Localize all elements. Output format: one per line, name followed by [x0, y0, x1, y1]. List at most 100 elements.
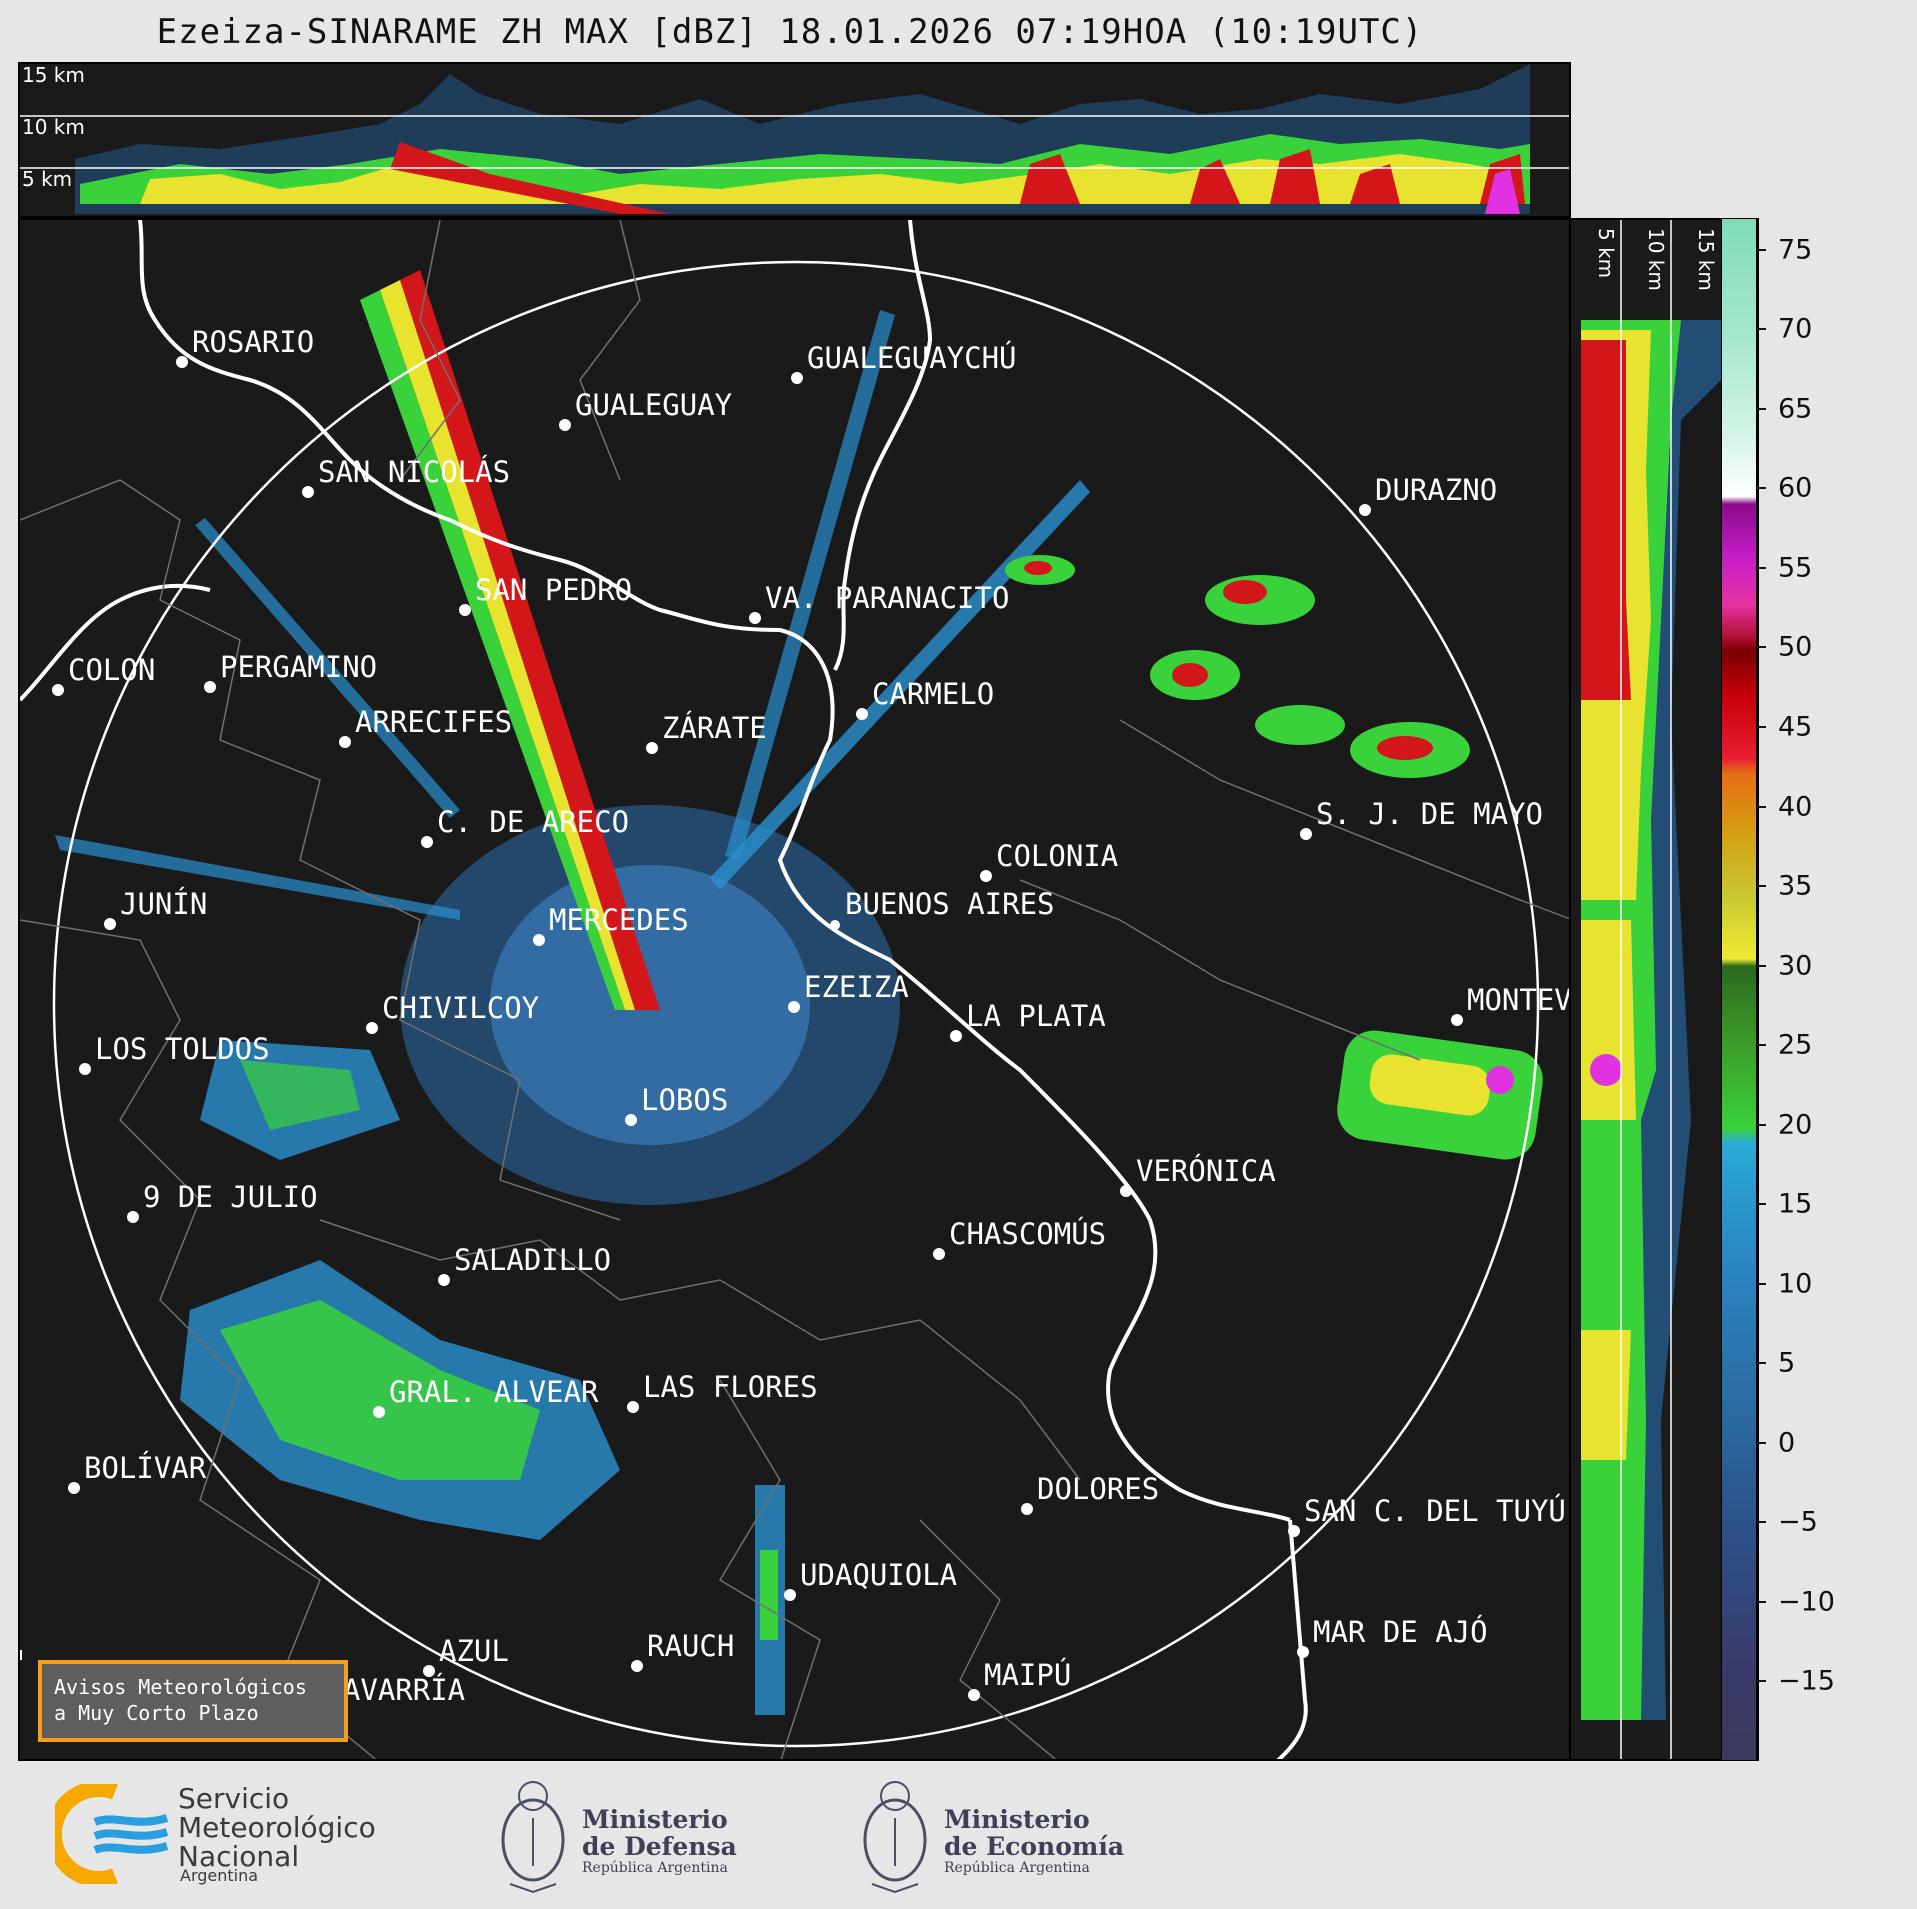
city-label-lobos: LOBOS — [641, 1083, 728, 1117]
colorbar-tick-mark — [1757, 487, 1766, 490]
top-cross-section-panel: 15 km 10 km 5 km — [18, 62, 1571, 218]
radar-map-panel: ROSARIO GUALEGUAYCHÚ GUALEGUAY SAN NICOL… — [18, 218, 1571, 1761]
city-label-9-de-julio: 9 DE JULIO — [143, 1180, 318, 1214]
colorbar-tick-label: 75 — [1778, 234, 1813, 266]
colorbar-tick-label: 30 — [1778, 950, 1813, 982]
footer: Servicio Meteorológico Nacional Argentin… — [0, 1762, 1917, 1909]
city-label-saladillo: SALADILLO — [454, 1243, 611, 1277]
smn-line3: Nacional — [178, 1840, 300, 1873]
defensa-line1: Ministerio — [582, 1805, 728, 1834]
colorbar-tick-mark — [1757, 1044, 1766, 1047]
city-label-san-pedro: SAN PEDRO — [475, 573, 632, 607]
page-title: Ezeiza-SINARAME ZH MAX [dBZ] 18.01.2026 … — [156, 12, 1424, 52]
colorbar-tick-label: 45 — [1778, 711, 1813, 743]
colorbar-tick-mark — [1757, 1441, 1766, 1444]
radar-map-svg: ROSARIO GUALEGUAYCHÚ GUALEGUAY SAN NICOL… — [20, 220, 1571, 1759]
colorbar-tick-mark — [1757, 805, 1766, 808]
city-label-colon: COLON — [68, 653, 155, 687]
colorbar-tick-label: 25 — [1778, 1029, 1813, 1061]
defensa-seal-icon — [501, 1781, 565, 1894]
city-label-mar-de-ajo: MAR DE AJÓ — [1313, 1615, 1488, 1649]
colorbar-tick-mark — [1757, 1203, 1766, 1206]
city-label-zarate: ZÁRATE — [662, 711, 767, 745]
colorbar-tick-label: −5 — [1778, 1506, 1818, 1538]
city-label-las-flores: LAS FLORES — [643, 1370, 818, 1404]
side-km-label-15: 15 km — [1694, 228, 1718, 291]
colorbar-tick-label: 20 — [1778, 1109, 1813, 1141]
city-markers: ROSARIO GUALEGUAYCHÚ GUALEGUAY SAN NICOL… — [52, 325, 1571, 1716]
colorbar-tick-mark — [1757, 885, 1766, 888]
colorbar-tick-label: 50 — [1778, 631, 1813, 663]
city-label-dolores: DOLORES — [1037, 1472, 1159, 1506]
economia-logo-text: Ministerio de Economía República Argenti… — [944, 1806, 1124, 1876]
smn-line1: Servicio — [178, 1782, 290, 1815]
colorbar-tick-mark — [1757, 1600, 1766, 1603]
colorbar-tick-label: −10 — [1778, 1586, 1835, 1618]
avisos-box[interactable]: Avisos Meteorológicos a Muy Corto Plazo — [38, 1660, 348, 1742]
city-label-va-paranacito: VA. PARANACITO — [765, 581, 1009, 615]
side-cross-section-svg: 5 km 10 km 15 km — [1581, 220, 1721, 1759]
economia-line1: Ministerio — [944, 1805, 1090, 1834]
top-cross-section-svg: 15 km 10 km 5 km — [20, 64, 1569, 214]
colorbar-tick-label: 5 — [1778, 1347, 1796, 1379]
colorbar-tick-mark — [1757, 1362, 1766, 1365]
radar-range-ring — [52, 260, 1540, 1748]
defensa-line2: de Defensa — [582, 1832, 737, 1861]
colorbar-tick-label: 40 — [1778, 791, 1813, 823]
city-label-pergamino: PERGAMINO — [220, 650, 377, 684]
colorbar-tick-label: 15 — [1778, 1188, 1813, 1220]
city-label-bolivar: BOLÍVAR — [84, 1451, 207, 1485]
city-label-montevideo: MONTEVIDEO — [1467, 983, 1571, 1017]
city-label-colonia: COLONIA — [996, 839, 1118, 873]
colorbar-tick-mark — [1757, 566, 1766, 569]
city-label-maipu: MAIPÚ — [984, 1658, 1071, 1692]
city-label-udaquiola: UDAQUIOLA — [800, 1558, 957, 1592]
defensa-sub: República Argentina — [582, 1860, 728, 1876]
city-label-la-plata: LA PLATA — [966, 999, 1106, 1033]
colorbar-tick-mark — [1757, 248, 1766, 251]
city-label-buenos-aires: BUENOS AIRES — [845, 887, 1055, 921]
city-label-los-toldos: LOS TOLDOS — [95, 1032, 270, 1066]
side-km-label-10: 10 km — [1644, 228, 1668, 291]
admin-boundaries — [20, 220, 1569, 1759]
colorbar-tick-label: 65 — [1778, 393, 1813, 425]
city-label-chivilcoy: CHIVILCOY — [382, 991, 539, 1025]
radar-streak-northwest — [400, 270, 660, 1010]
city-label-gral-alvear: GRAL. ALVEAR — [389, 1375, 599, 1409]
colorbar-tick-label: 70 — [1778, 313, 1813, 345]
city-label-durazno: DURAZNO — [1375, 473, 1497, 507]
economia-line2: de Economía — [944, 1832, 1125, 1861]
city-label-sj-de-mayo: S. J. DE MAYO — [1316, 797, 1543, 831]
colorbar-tick-mark — [1757, 1680, 1766, 1683]
top-km-label-10: 10 km — [22, 115, 85, 139]
economia-sub: República Argentina — [944, 1860, 1090, 1876]
colorbar-tick-mark — [1757, 964, 1766, 967]
city-label-rosario: ROSARIO — [192, 325, 314, 359]
smn-line2: Meteorológico — [178, 1811, 376, 1844]
colorbar-tick-mark — [1757, 1282, 1766, 1285]
top-km-label-15: 15 km — [22, 64, 85, 87]
city-label-arrecifes: ARRECIFES — [355, 705, 512, 739]
colorbar-tick-label: 10 — [1778, 1268, 1813, 1300]
city-label-gualeguay: GUALEGUAY — [575, 388, 732, 422]
dbz-colorbar — [1721, 218, 1757, 1761]
colorbar-tick-label: 60 — [1778, 472, 1813, 504]
smn-sub: Argentina — [180, 1866, 259, 1885]
colorbar-tick-mark — [1757, 328, 1766, 331]
city-label-mercedes: MERCEDES — [549, 903, 689, 937]
city-label-carmelo: CARMELO — [872, 677, 994, 711]
avisos-line1: Avisos Meteorológicos — [54, 1675, 307, 1699]
city-label-chascomus: CHASCOMÚS — [949, 1217, 1106, 1251]
city-label-san-c-del-tuyu: SAN C. DEL TUYÚ — [1304, 1494, 1566, 1528]
colorbar-tick-mark — [1757, 407, 1766, 410]
colorbar-tick-label: −15 — [1778, 1665, 1835, 1697]
colorbar-tick-label: 55 — [1778, 552, 1813, 584]
river-uruguay — [833, 220, 933, 671]
colorbar-tick-mark — [1757, 1123, 1766, 1126]
city-label-azul: AZUL — [439, 1634, 509, 1668]
smn-logo-icon — [55, 1784, 169, 1884]
city-label-rauch: RAUCH — [647, 1629, 734, 1663]
economia-seal-icon — [863, 1781, 927, 1894]
city-label-junin: JUNÍN — [120, 887, 207, 921]
colorbar-tick-mark — [1757, 726, 1766, 729]
